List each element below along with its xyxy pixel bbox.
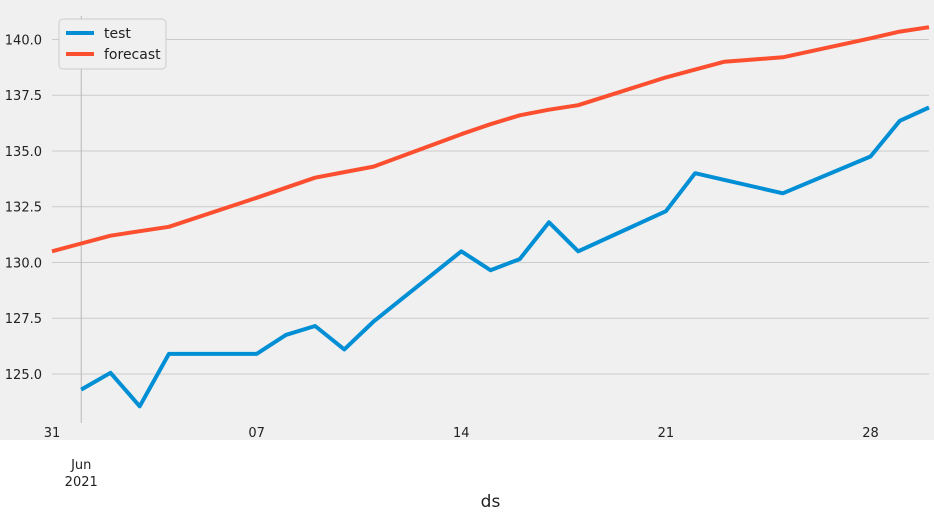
x-tick-label: 14 <box>453 426 470 441</box>
legend-label-test: test <box>104 26 131 42</box>
legend-label-forecast: forecast <box>104 47 161 63</box>
y-tick-label: 125.0 <box>5 368 42 383</box>
grid <box>52 16 929 423</box>
y-axis-ticks: 125.0 127.5 130.0 132.5 135.0 137.5 140.0 <box>5 33 42 382</box>
x-tick-sublabel: 2021 <box>65 475 98 490</box>
y-tick-label: 132.5 <box>5 201 42 216</box>
x-tick-sublabel: Jun <box>70 458 91 473</box>
series-line-forecast <box>51 25 930 254</box>
plot-background <box>0 0 934 440</box>
y-tick-label: 127.5 <box>5 312 42 327</box>
y-tick-label: 135.0 <box>5 145 42 160</box>
x-tick-label: 21 <box>658 426 675 441</box>
x-tick-label: 28 <box>862 426 879 441</box>
x-tick-label: 07 <box>248 426 265 441</box>
x-axis-ticks: 31 Jun 2021 07 14 21 28 <box>44 426 879 490</box>
series-layer <box>51 25 930 409</box>
x-axis-label: ds <box>481 492 501 512</box>
x-tick-label: 31 <box>44 426 61 441</box>
y-tick-label: 137.5 <box>5 89 42 104</box>
series-line-test <box>80 105 930 409</box>
legend: test forecast <box>58 18 167 70</box>
y-tick-label: 140.0 <box>5 33 42 48</box>
y-tick-label: 130.0 <box>5 256 42 271</box>
